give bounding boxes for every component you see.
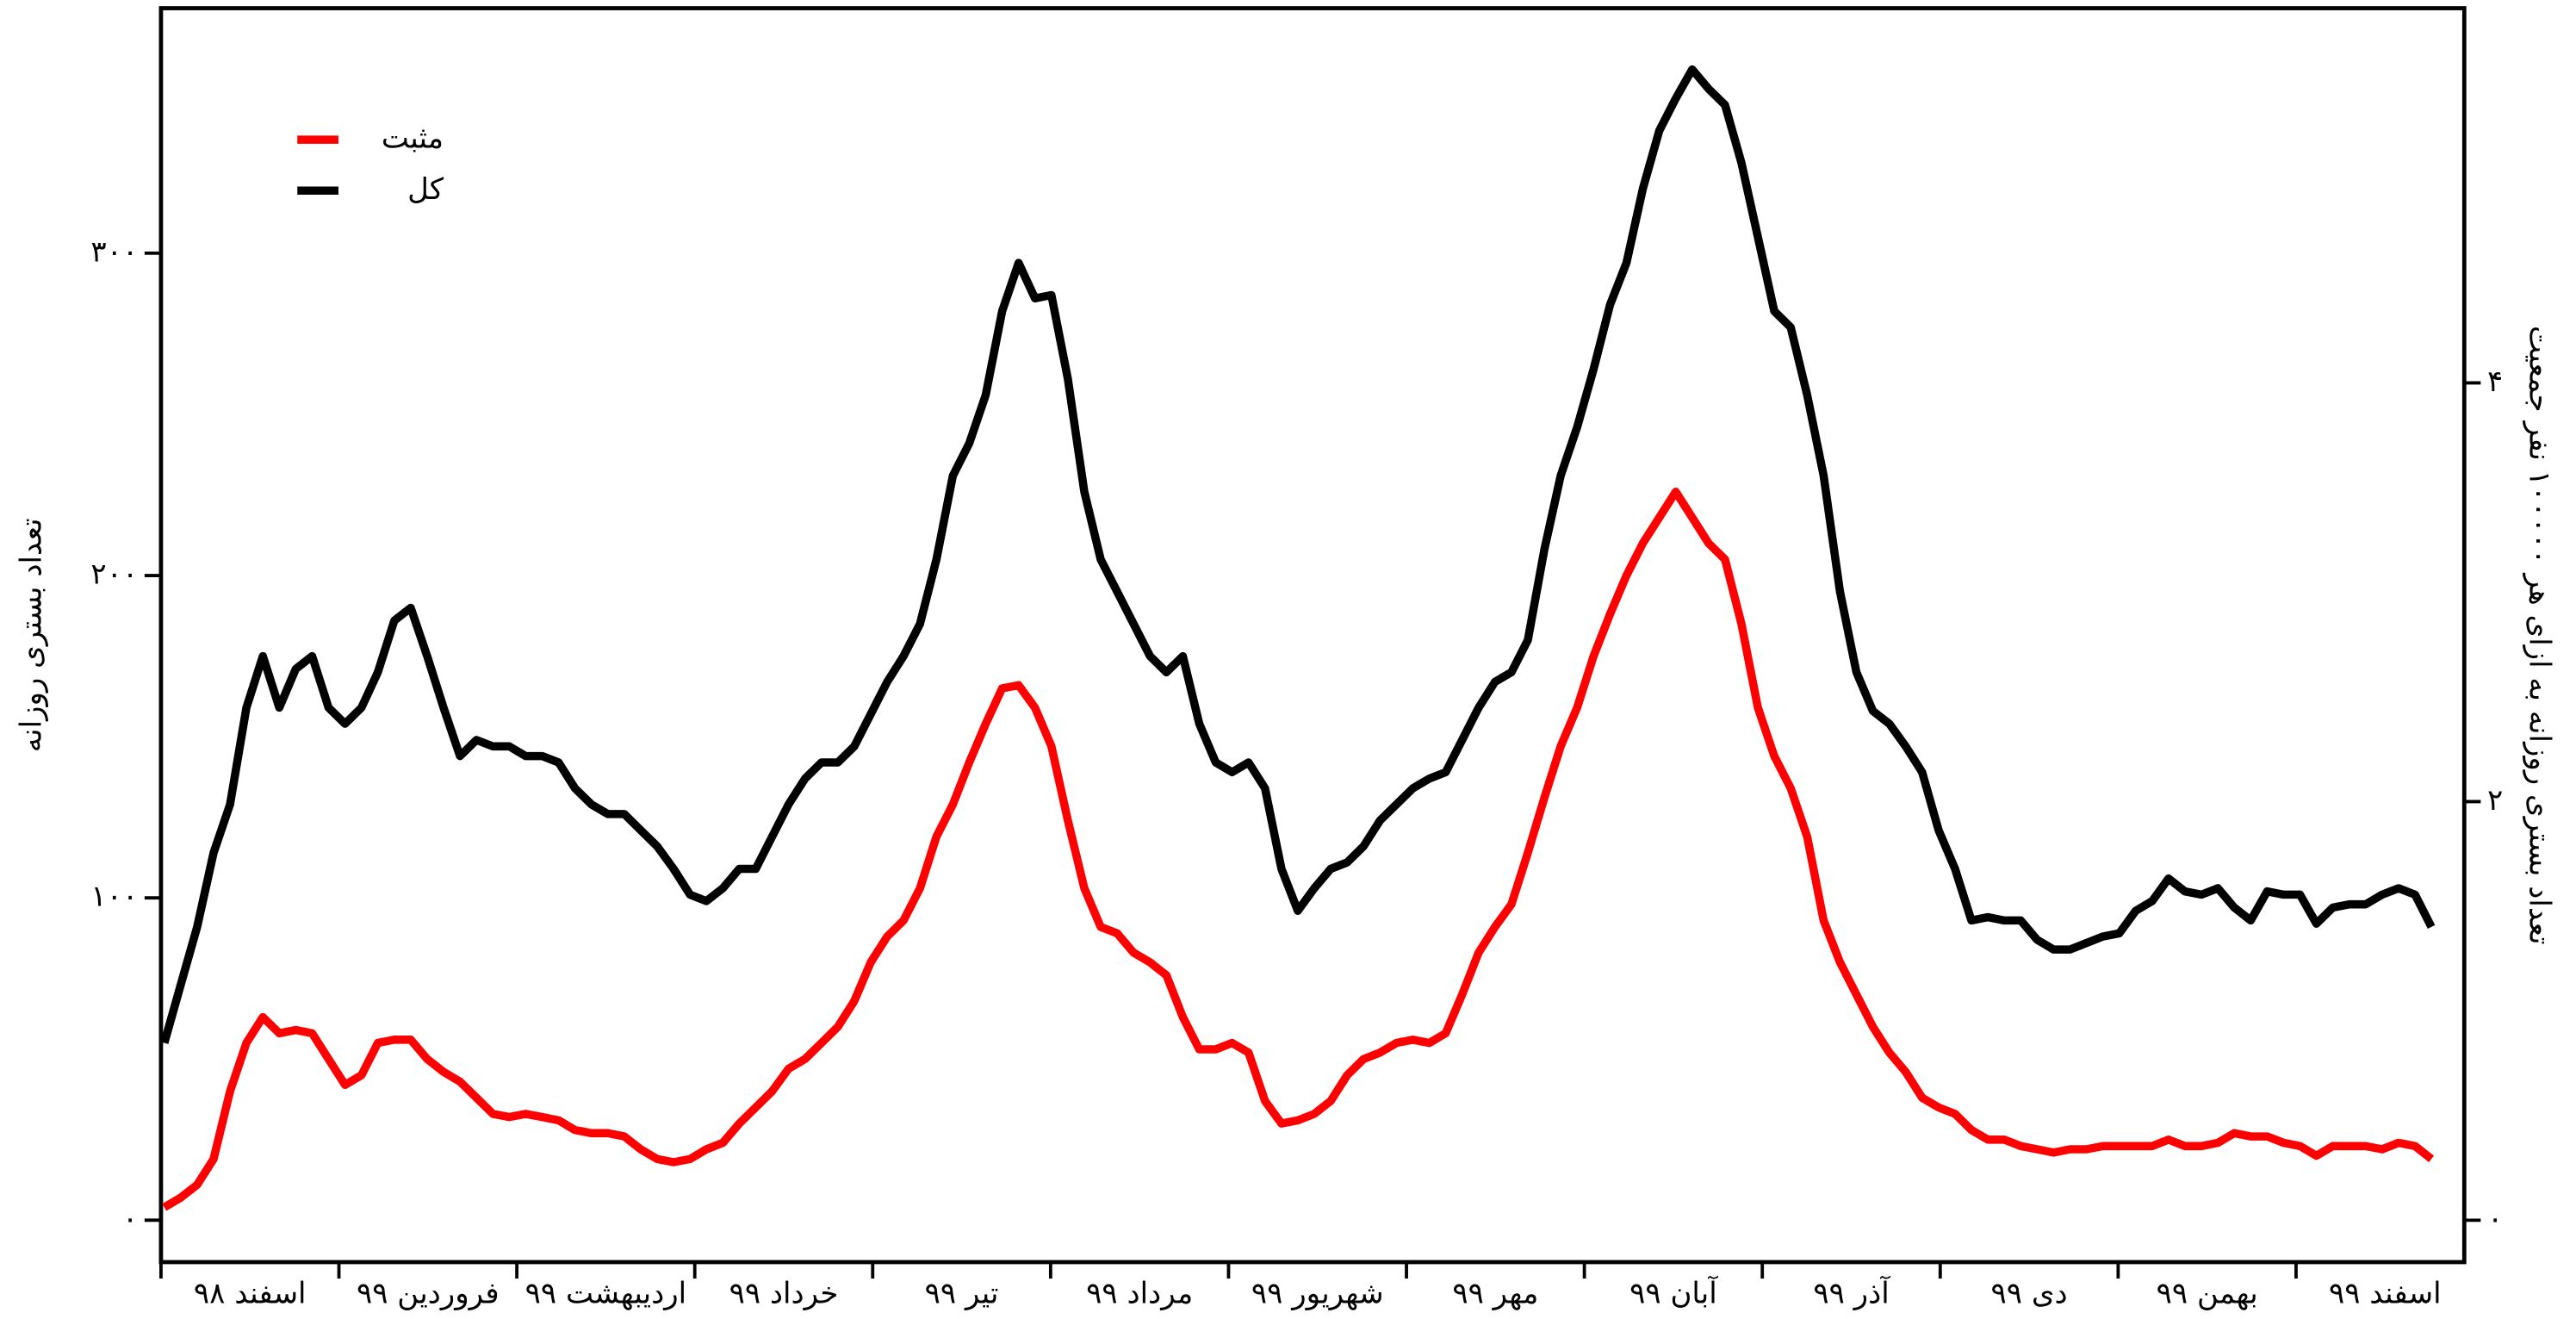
x-tick-label: آذر ۹۹ xyxy=(1813,1276,1890,1311)
plot-frame xyxy=(158,6,2467,1265)
x-tick-label: تیر ۹۹ xyxy=(925,1277,999,1311)
x-tick-label: شهریور ۹۹ xyxy=(1251,1277,1384,1311)
x-tick-label: خرداد ۹۹ xyxy=(729,1277,839,1311)
x-tick-label: دی ۹۹ xyxy=(1991,1277,2068,1311)
y-tick-label: ۳۰۰ xyxy=(90,234,138,269)
x-tick-label: اسفند ۹۹ xyxy=(2329,1277,2442,1311)
legend-label: مثبت xyxy=(382,121,444,156)
y2-tick-label: ۴ xyxy=(2487,364,2503,399)
data-line xyxy=(160,65,2436,1044)
x-tick-label: آبان ۹۹ xyxy=(1629,1276,1718,1311)
y-tick-label: ۲۰۰ xyxy=(90,557,138,592)
y2-axis-label: تعداد بستری روزانه به ازای هر ۱۰۰۰۰۰ نفر… xyxy=(2523,326,2557,945)
y2-tick-label: ۲ xyxy=(2487,783,2503,818)
y-tick-label: ۰ xyxy=(122,1202,138,1236)
x-tick-label: فروردین ۹۹ xyxy=(357,1277,500,1311)
x-tick-label: مهر ۹۹ xyxy=(1452,1277,1538,1311)
y2-tick-label: ۰ xyxy=(2487,1202,2503,1236)
y-axis-label: تعداد بستری روزانه xyxy=(15,518,49,752)
x-tick-label: مرداد ۹۹ xyxy=(1086,1277,1193,1311)
x-tick-label: اسفند ۹۸ xyxy=(194,1277,307,1311)
legend-label: کل xyxy=(407,172,444,207)
y-tick-label: ۱۰۰ xyxy=(90,880,138,914)
x-tick-label: بهمن ۹۹ xyxy=(2157,1277,2258,1311)
x-tick-label: اردیبهشت ۹۹ xyxy=(525,1277,686,1311)
data-line xyxy=(162,488,2435,1211)
